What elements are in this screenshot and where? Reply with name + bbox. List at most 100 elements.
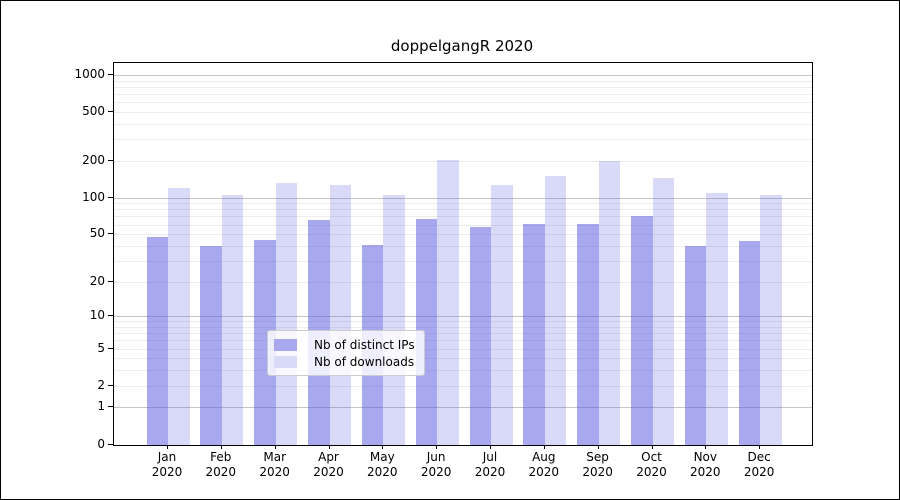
x-tick-label: Oct 2020 bbox=[636, 450, 667, 479]
bar-downloads bbox=[221, 195, 244, 445]
y-tick-label: 500 bbox=[82, 103, 105, 118]
bar-distinct-ips bbox=[415, 218, 438, 445]
bar-downloads bbox=[652, 177, 674, 445]
x-tick-mark bbox=[759, 445, 761, 449]
bar-downloads bbox=[491, 184, 513, 445]
bar-downloads bbox=[437, 159, 459, 445]
x-tick-label: Feb 2020 bbox=[205, 450, 237, 479]
y-tick-label: 100 bbox=[82, 189, 105, 204]
gridline-major bbox=[114, 74, 812, 76]
bar-downloads bbox=[275, 183, 298, 445]
gridline-minor bbox=[114, 333, 812, 335]
legend: Nb of distinct IPs Nb of downloads bbox=[267, 330, 425, 376]
gridline-major bbox=[114, 197, 812, 199]
x-tick-mark bbox=[490, 445, 491, 449]
y-tick-mark bbox=[108, 110, 113, 112]
legend-item-downloads: Nb of downloads bbox=[274, 353, 415, 370]
x-tick-label: Aug 2020 bbox=[528, 450, 560, 479]
y-tick-label: 10 bbox=[89, 308, 105, 323]
bar-downloads bbox=[168, 187, 190, 445]
legend-swatch-downloads bbox=[274, 355, 297, 368]
y-tick-label: 20 bbox=[89, 273, 105, 288]
gridline-minor bbox=[114, 139, 812, 141]
gridline-major bbox=[114, 316, 812, 318]
x-tick-mark bbox=[436, 445, 438, 449]
plot-area bbox=[113, 62, 813, 446]
bar-downloads bbox=[329, 184, 351, 445]
y-tick-label: 2 bbox=[97, 377, 105, 392]
x-tick-mark bbox=[597, 445, 599, 449]
y-tick-label: 200 bbox=[82, 152, 105, 167]
y-tick-label: 5 bbox=[97, 340, 105, 355]
x-tick-mark bbox=[382, 445, 384, 449]
y-tick-mark bbox=[108, 159, 113, 161]
gridline-minor bbox=[114, 102, 812, 104]
gridline-minor bbox=[114, 370, 812, 372]
y-tick-label: 50 bbox=[89, 226, 105, 241]
legend-item-distinct-ips: Nb of distinct IPs bbox=[274, 336, 415, 353]
y-tick-mark bbox=[108, 406, 113, 408]
x-tick-label: Jun 2020 bbox=[420, 450, 452, 479]
bar-distinct-ips bbox=[254, 239, 276, 445]
bar-downloads bbox=[383, 195, 405, 445]
x-tick-label: May 2020 bbox=[367, 450, 398, 479]
gridline-minor bbox=[114, 234, 812, 236]
x-tick-mark bbox=[220, 445, 222, 449]
x-tick-mark bbox=[705, 445, 707, 449]
y-tick-mark bbox=[108, 73, 113, 75]
bar-downloads bbox=[706, 192, 728, 445]
bar-downloads bbox=[598, 161, 621, 445]
legend-swatch-distinct-ips bbox=[274, 338, 297, 351]
bar-distinct-ips bbox=[631, 216, 653, 445]
bar-distinct-ips bbox=[469, 227, 491, 445]
bar-distinct-ips bbox=[738, 240, 761, 445]
gridline-minor bbox=[114, 203, 812, 205]
y-tick-label: 0 bbox=[97, 436, 105, 451]
y-tick-mark bbox=[108, 196, 113, 198]
gridline-minor bbox=[114, 326, 812, 328]
gridline-minor bbox=[114, 160, 812, 162]
x-tick-label: Mar 2020 bbox=[259, 450, 290, 479]
y-tick-mark bbox=[108, 384, 113, 386]
gridline-minor bbox=[114, 216, 812, 218]
y-tick-mark bbox=[108, 347, 113, 349]
gridline-major bbox=[114, 407, 812, 409]
gridline-minor bbox=[114, 340, 812, 342]
gridline-minor bbox=[114, 260, 812, 262]
bar-distinct-ips bbox=[577, 223, 599, 445]
y-tick-mark bbox=[108, 280, 113, 282]
gridline-minor bbox=[114, 93, 812, 95]
gridline-minor bbox=[114, 111, 812, 113]
bar-distinct-ips bbox=[523, 223, 545, 445]
y-tick-mark bbox=[108, 233, 113, 235]
bar-downloads bbox=[760, 194, 782, 445]
y-tick-mark bbox=[108, 443, 113, 445]
gridline-minor bbox=[114, 80, 812, 82]
gridline-minor bbox=[114, 123, 812, 125]
x-tick-label: Apr 2020 bbox=[313, 450, 344, 479]
bar-distinct-ips bbox=[200, 245, 222, 445]
gridline-minor bbox=[114, 86, 812, 88]
x-tick-label: Nov 2020 bbox=[690, 450, 721, 479]
y-tick-mark bbox=[108, 315, 113, 317]
x-tick-mark bbox=[274, 445, 276, 449]
x-tick-label: Dec 2020 bbox=[743, 450, 775, 479]
x-tick-mark bbox=[167, 445, 168, 449]
x-tick-mark bbox=[543, 445, 545, 449]
legend-label: Nb of downloads bbox=[314, 354, 415, 369]
gridline-minor bbox=[114, 224, 812, 226]
chart-title: doppelgangR 2020 bbox=[390, 37, 534, 55]
bar-distinct-ips bbox=[684, 245, 707, 445]
x-tick-mark bbox=[651, 445, 653, 449]
x-tick-label: Sep 2020 bbox=[582, 450, 613, 479]
gridline-minor bbox=[114, 348, 812, 350]
y-tick-label: 1 bbox=[97, 399, 105, 414]
legend-label: Nb of distinct IPs bbox=[314, 337, 415, 352]
bar-downloads bbox=[544, 176, 567, 445]
x-tick-mark bbox=[328, 445, 330, 449]
gridline-minor bbox=[114, 209, 812, 211]
y-tick-label: 1000 bbox=[74, 66, 105, 81]
x-tick-label: Jul 2020 bbox=[474, 450, 506, 479]
gridline-minor bbox=[114, 385, 812, 387]
